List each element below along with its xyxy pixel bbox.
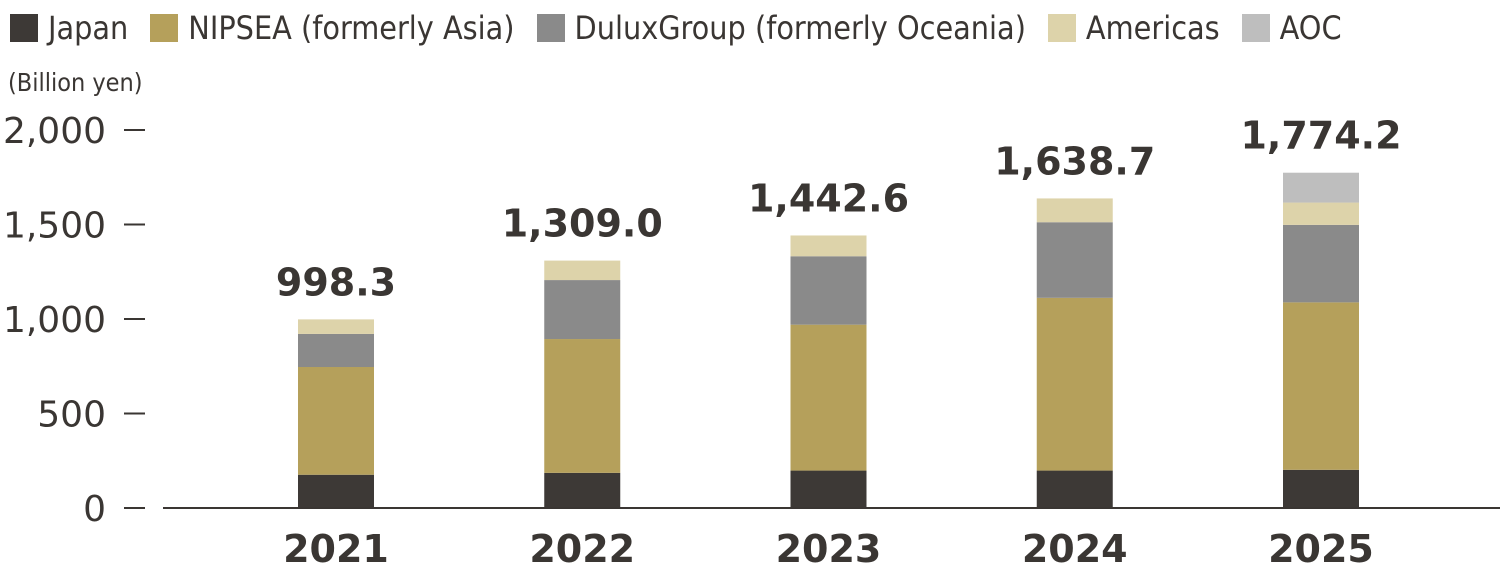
bar-segment bbox=[1283, 469, 1359, 508]
bar-segment bbox=[790, 324, 867, 471]
bar-total-label: 998.3 bbox=[276, 260, 396, 304]
bar-segment bbox=[298, 367, 374, 475]
legend-label: DuluxGroup (formerly Oceania) bbox=[574, 9, 1026, 47]
bar-segment bbox=[544, 260, 621, 281]
bar-segment bbox=[1036, 222, 1113, 298]
x-tick-label: 2023 bbox=[776, 527, 882, 568]
y-tick-label: 1,000 bbox=[3, 300, 106, 341]
legend-swatch bbox=[1047, 14, 1076, 42]
legend-swatch bbox=[10, 14, 38, 42]
bar-segment bbox=[790, 235, 867, 257]
bar-segment bbox=[298, 319, 374, 334]
bar-segment bbox=[1283, 302, 1359, 470]
legend-item: NIPSEA (formerly Asia) bbox=[150, 9, 515, 47]
unit-label: (Billion yen) bbox=[8, 68, 143, 97]
legend-item: Japan bbox=[10, 9, 128, 47]
legend-label: NIPSEA (formerly Asia) bbox=[188, 9, 515, 47]
bar-segment bbox=[1036, 297, 1113, 471]
bar-segment bbox=[790, 470, 867, 508]
legend-label: AOC bbox=[1279, 9, 1342, 47]
bar-total-label: 1,309.0 bbox=[502, 202, 663, 246]
bar-segment bbox=[298, 474, 374, 508]
bar-segment bbox=[1036, 470, 1113, 508]
legend-item: DuluxGroup (formerly Oceania) bbox=[536, 9, 1026, 47]
legend-label: Americas bbox=[1085, 9, 1220, 47]
bar-segment bbox=[790, 256, 867, 325]
legend-swatch bbox=[150, 14, 179, 42]
y-tick-label: 2,000 bbox=[3, 111, 106, 152]
legend-label: Japan bbox=[48, 9, 129, 47]
legend-item: Americas bbox=[1047, 9, 1220, 47]
y-tick-label: 500 bbox=[37, 395, 106, 436]
legend: Japan NIPSEA (formerly Asia) DuluxGroup (f… bbox=[10, 4, 1364, 52]
bar-segment bbox=[1283, 202, 1359, 225]
bar-segment bbox=[298, 333, 374, 368]
y-tick-label: 0 bbox=[83, 489, 106, 530]
bar-total-label: 1,442.6 bbox=[748, 176, 909, 220]
bar-segment bbox=[544, 339, 621, 473]
bar-segment bbox=[1283, 224, 1359, 303]
bar-segment bbox=[1036, 198, 1113, 223]
legend-item: AOC bbox=[1241, 9, 1342, 47]
legend-swatch bbox=[536, 14, 565, 42]
y-tick-label: 1,500 bbox=[3, 206, 106, 247]
bar-total-label: 1,638.7 bbox=[994, 139, 1155, 183]
x-tick-label: 2025 bbox=[1268, 527, 1374, 568]
bar-segment bbox=[544, 472, 621, 508]
bar-segment bbox=[1283, 172, 1359, 203]
legend-swatch bbox=[1241, 14, 1270, 42]
x-tick-label: 2022 bbox=[529, 527, 635, 568]
bar-total-label: 1,774.2 bbox=[1240, 114, 1401, 158]
x-tick-label: 2024 bbox=[1022, 527, 1128, 568]
x-tick-label: 2021 bbox=[283, 527, 389, 568]
bar-segment bbox=[544, 280, 621, 340]
